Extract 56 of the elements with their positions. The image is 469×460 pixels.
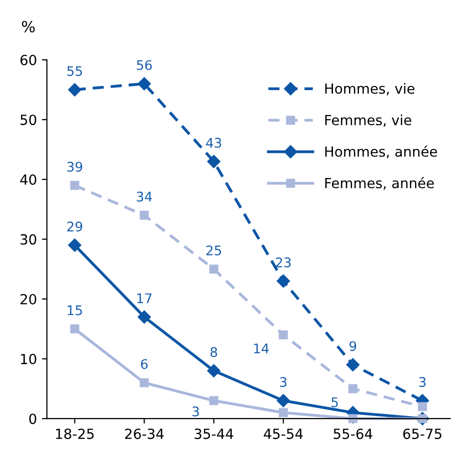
point (348, 414, 358, 424)
legend-label: Hommes, vie (325, 83, 414, 96)
data-label: 6 (140, 359, 148, 370)
data-label: 3 (280, 377, 286, 387)
x-tick-label: 45-54 (264, 428, 303, 440)
data-label: 29 (67, 222, 82, 232)
data-label: 39 (67, 162, 82, 172)
y-tick-label: 20 (20, 294, 36, 304)
point (346, 358, 360, 372)
data-label: 5 (332, 397, 338, 408)
y-tick-label: 10 (21, 354, 36, 364)
data-label: 14 (254, 344, 269, 354)
point (276, 394, 290, 408)
x-tick-label: 26-34 (125, 428, 164, 440)
point (207, 364, 220, 378)
x-tick-label: 35-44 (194, 428, 234, 440)
point (278, 408, 288, 418)
point (68, 238, 82, 252)
legend-label: Hommes, année (325, 146, 437, 158)
y-axis-title: % (22, 20, 35, 32)
point (140, 378, 149, 388)
y-tick-label: 0 (29, 414, 36, 424)
point (138, 310, 151, 324)
point (418, 402, 427, 412)
point (278, 330, 288, 340)
data-label: 34 (136, 192, 152, 202)
point (209, 396, 218, 406)
point (209, 264, 218, 274)
data-label: 15 (68, 305, 82, 316)
point (276, 274, 290, 288)
point (140, 210, 149, 220)
x-tick-label: 65-75 (403, 428, 442, 440)
data-label: 25 (206, 245, 222, 256)
legend-label: Femmes, année (325, 177, 434, 190)
point (70, 324, 80, 334)
y-tick-label: 40 (20, 174, 36, 185)
data-label: 43 (206, 138, 222, 148)
data-label: 3 (192, 406, 199, 416)
point (207, 154, 220, 168)
y-tick-label: 50 (20, 114, 36, 126)
point (70, 180, 80, 190)
x-tick-label: 55-64 (334, 428, 372, 440)
data-label: 9 (350, 341, 356, 352)
data-label: 17 (137, 293, 152, 304)
point (138, 77, 151, 90)
legend-label: Femmes, vie (325, 114, 412, 127)
data-label: 55 (67, 66, 82, 76)
data-label: 8 (210, 347, 218, 358)
y-tick-label: 30 (20, 234, 36, 245)
data-label: 23 (276, 257, 291, 268)
data-label: 3 (419, 377, 426, 387)
x-tick-label: 18-25 (56, 428, 94, 440)
y-tick-label: 60 (20, 54, 36, 66)
data-label: 56 (136, 60, 152, 70)
point (68, 83, 82, 96)
point (348, 384, 358, 394)
